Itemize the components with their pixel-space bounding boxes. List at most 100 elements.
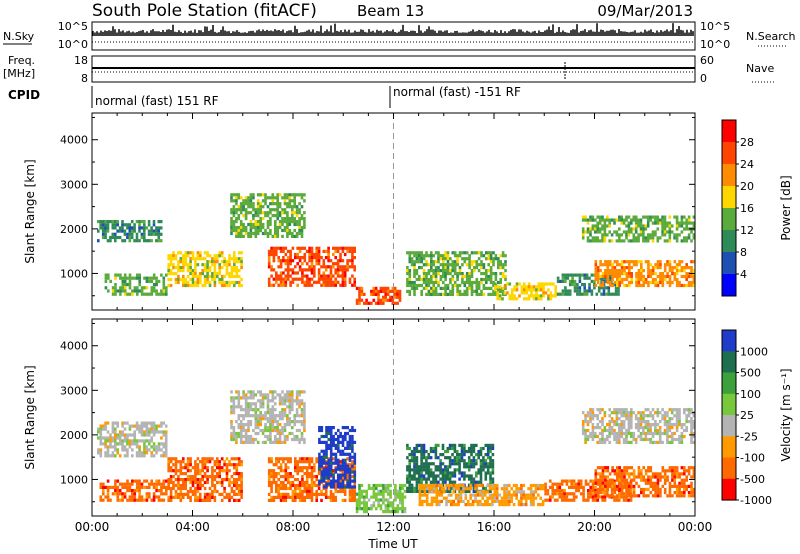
echo-cell bbox=[211, 457, 214, 461]
echo-cell bbox=[237, 269, 241, 273]
echo-cell bbox=[448, 443, 452, 447]
echo-cell bbox=[494, 272, 498, 276]
echo-cell bbox=[539, 282, 543, 286]
echo-cell bbox=[269, 211, 272, 215]
echo-cell bbox=[237, 214, 241, 218]
echo-cell bbox=[422, 449, 426, 454]
echo-cell bbox=[283, 434, 287, 439]
echo-cell bbox=[479, 477, 483, 481]
echo-cell bbox=[281, 431, 284, 436]
echo-cell bbox=[602, 276, 606, 280]
echo-cell bbox=[167, 277, 170, 282]
echo-cell bbox=[286, 457, 290, 461]
echo-cell bbox=[601, 272, 605, 276]
echo-cell bbox=[310, 460, 314, 464]
echo-cell bbox=[157, 489, 161, 493]
echo-cell bbox=[336, 489, 340, 494]
echo-cell bbox=[295, 414, 299, 418]
echo-cell bbox=[445, 499, 448, 503]
echo-cell bbox=[401, 483, 404, 488]
echo-cell bbox=[281, 222, 284, 227]
echo-cell bbox=[184, 480, 187, 485]
echo-cell bbox=[172, 475, 175, 479]
echo-cell bbox=[492, 283, 495, 288]
echo-cell bbox=[308, 492, 311, 496]
echo-cell bbox=[232, 402, 236, 406]
echo-cell bbox=[203, 457, 207, 461]
echo-cell bbox=[274, 426, 277, 430]
echo-cell bbox=[294, 463, 297, 467]
echo-cell bbox=[126, 232, 129, 236]
echo-cell bbox=[109, 454, 112, 458]
echo-cell bbox=[279, 259, 283, 263]
echo-cell bbox=[237, 486, 241, 491]
echo-cell bbox=[586, 420, 590, 424]
echo-cell bbox=[305, 274, 309, 278]
echo-cell bbox=[675, 221, 679, 225]
echo-cell bbox=[196, 480, 200, 485]
echo-cell bbox=[177, 480, 180, 485]
echo-cell bbox=[670, 230, 674, 234]
echo-cell bbox=[315, 252, 318, 257]
echo-cell bbox=[279, 483, 283, 488]
echo-cell bbox=[150, 498, 153, 502]
echo-cell bbox=[189, 272, 192, 276]
echo-cell bbox=[606, 233, 609, 237]
echo-cell bbox=[417, 468, 421, 472]
echo-cell bbox=[601, 498, 604, 502]
echo-cell bbox=[498, 503, 501, 507]
echo-cell bbox=[475, 263, 479, 267]
echo-cell bbox=[479, 453, 483, 457]
echo-cell bbox=[596, 272, 600, 276]
echo-cell bbox=[337, 467, 340, 471]
echo-cell bbox=[301, 469, 304, 473]
echo-cell bbox=[472, 456, 476, 460]
echo-cell bbox=[341, 440, 345, 444]
echo-cell bbox=[123, 273, 127, 277]
echo-cell bbox=[606, 479, 609, 483]
echo-cell bbox=[116, 289, 120, 293]
echo-cell bbox=[233, 260, 236, 264]
echo-cell bbox=[463, 443, 466, 447]
echo-cell bbox=[513, 294, 516, 298]
echo-cell bbox=[439, 462, 442, 466]
echo-cell bbox=[162, 433, 166, 437]
echo-cell bbox=[121, 448, 124, 452]
echo-cell bbox=[413, 292, 416, 296]
echo-cell bbox=[430, 487, 434, 491]
echo-cell bbox=[160, 424, 163, 428]
echo-cell bbox=[469, 503, 472, 507]
echo-cell bbox=[240, 277, 243, 282]
echo-cell bbox=[150, 430, 153, 434]
echo-cell bbox=[581, 411, 585, 415]
echo-cell bbox=[275, 480, 278, 485]
echo-cell bbox=[625, 266, 629, 270]
echo-cell bbox=[249, 390, 253, 394]
echo-cell bbox=[458, 254, 462, 258]
echo-cell bbox=[493, 483, 497, 488]
echo-cell bbox=[606, 263, 610, 267]
echo-cell bbox=[398, 292, 402, 296]
echo-cell bbox=[444, 257, 447, 261]
echo-cell bbox=[189, 266, 192, 270]
echo-cell bbox=[150, 289, 154, 293]
echo-cell bbox=[242, 234, 245, 238]
echo-cell bbox=[194, 469, 197, 473]
echo-cell bbox=[275, 463, 278, 467]
echo-cell bbox=[661, 274, 665, 279]
echo-cell bbox=[164, 433, 168, 437]
echo-cell bbox=[334, 443, 338, 447]
echo-cell bbox=[554, 288, 557, 292]
noise-panel: N.Sky 10^5 10^0 10^5 10^0 N.Search bbox=[3, 20, 796, 51]
echo-cell bbox=[135, 485, 139, 489]
echo-cell bbox=[189, 498, 192, 502]
echo-cell bbox=[417, 449, 421, 454]
echo-cell bbox=[298, 469, 302, 473]
echo-cell bbox=[377, 504, 380, 508]
echo-cell bbox=[348, 434, 352, 439]
echo-cell bbox=[249, 434, 253, 439]
echo-cell bbox=[308, 472, 311, 476]
echo-cell bbox=[300, 408, 304, 412]
echo-cell bbox=[145, 421, 149, 425]
echo-cell bbox=[542, 282, 545, 286]
